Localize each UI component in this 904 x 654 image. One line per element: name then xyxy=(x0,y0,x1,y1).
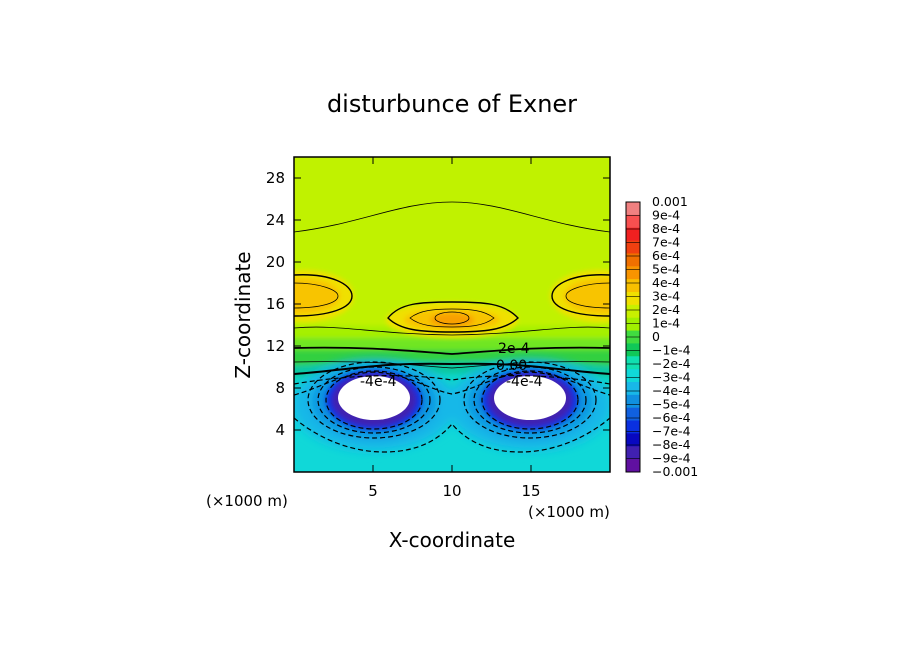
colorbar-label: 6e-4 xyxy=(652,248,680,263)
colorbar-swatch xyxy=(626,317,640,332)
colorbar-swatch xyxy=(626,382,640,396)
colorbar-label: −2e-4 xyxy=(652,356,691,371)
y-axis-unit: (×1000 m) xyxy=(528,503,610,521)
contour-label-neg-left: -4e-4 xyxy=(360,374,397,390)
y-tick-label: 12 xyxy=(266,337,285,355)
colorbar-label: −7e-4 xyxy=(652,424,691,439)
contour-labels: 2e-4 0.00 -4e-4 -4e-4 xyxy=(360,341,543,390)
colorbar-swatch xyxy=(626,240,640,254)
contour-label-pos: 2e-4 xyxy=(498,341,530,357)
colorbar-swatch xyxy=(626,446,640,460)
x-axis: 5 10 15 xyxy=(368,157,541,500)
x-tick-label: 15 xyxy=(521,482,540,500)
contour-lines xyxy=(294,201,610,453)
x-axis-label: X-coordinate xyxy=(389,528,516,552)
y-axis-label: Z-coordinate xyxy=(231,251,255,378)
colorbar-label: 0 xyxy=(652,329,660,344)
colorbar-label: −3e-4 xyxy=(652,370,691,385)
colorbar-label: 4e-4 xyxy=(652,275,680,290)
y-tick-label: 28 xyxy=(266,169,285,187)
colorbar-label: −5e-4 xyxy=(652,397,691,412)
colorbar-swatch xyxy=(626,356,640,370)
colorbar-swatch xyxy=(626,279,640,293)
colorbar-swatch xyxy=(626,292,640,306)
y-axis: 4 8 12 16 20 24 28 xyxy=(266,169,610,439)
colorbar-swatch xyxy=(626,304,640,319)
colorbar-swatch xyxy=(626,459,640,473)
y-tick-label: 8 xyxy=(275,379,285,397)
colorbar-swatch xyxy=(626,369,640,383)
colorbar-label: 8e-4 xyxy=(652,221,680,236)
colorbar-label: −4e-4 xyxy=(652,383,691,398)
colorbar-swatch xyxy=(626,253,640,267)
colorbar-label: −6e-4 xyxy=(652,410,691,425)
colorbar-label: 3e-4 xyxy=(652,289,680,304)
colorbar-label: 9e-4 xyxy=(652,208,680,223)
colorbar-label: 1e-4 xyxy=(652,316,680,331)
colorbar: 0.0019e-48e-47e-46e-45e-44e-43e-42e-41e-… xyxy=(625,194,698,479)
x-axis-unit: (×1000 m) xyxy=(206,492,288,510)
colorbar-swatch xyxy=(626,407,640,422)
plot-area xyxy=(294,157,610,472)
colorbar-swatch xyxy=(626,343,640,357)
x-tick-label: 5 xyxy=(368,482,378,500)
colorbar-label: −8e-4 xyxy=(652,437,691,452)
colorbar-label: 0.001 xyxy=(652,194,688,209)
colorbar-swatch xyxy=(626,394,640,409)
colorbar-swatch xyxy=(626,227,640,242)
colorbar-label: 5e-4 xyxy=(652,262,680,277)
y-tick-label: 4 xyxy=(275,421,285,439)
colorbar-label: 2e-4 xyxy=(652,302,680,317)
y-tick-label: 24 xyxy=(266,211,285,229)
colorbar-label: −9e-4 xyxy=(652,451,691,466)
chart-title: disturbunce of Exner xyxy=(327,90,577,118)
colorbar-label: −0.001 xyxy=(652,464,698,479)
y-tick-label: 16 xyxy=(266,295,285,313)
colorbar-label: 7e-4 xyxy=(652,235,680,250)
contour-label-zero: 0.00 xyxy=(496,358,527,374)
colorbar-swatch xyxy=(626,420,640,434)
colorbar-label: −1e-4 xyxy=(652,343,691,358)
colorbar-swatch xyxy=(626,266,640,280)
x-tick-label: 10 xyxy=(442,482,461,500)
y-tick-label: 20 xyxy=(266,253,285,271)
contour-label-neg-right: -4e-4 xyxy=(506,374,543,390)
colorbar-swatch xyxy=(626,202,640,216)
colorbar-swatch xyxy=(626,214,640,229)
colorbar-swatch xyxy=(626,433,640,447)
